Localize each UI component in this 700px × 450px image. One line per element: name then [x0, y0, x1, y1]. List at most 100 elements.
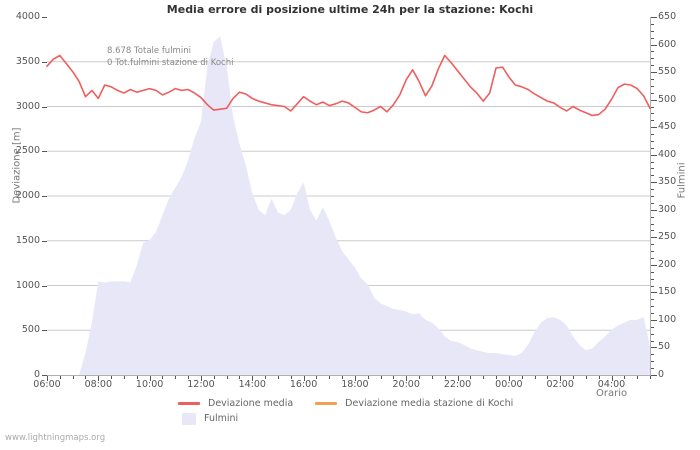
x-axis-minor-tick — [316, 376, 318, 379]
y-axis-right-minor-tick — [651, 368, 654, 370]
x-axis-minor-tick — [393, 376, 395, 379]
y-axis-left-tick — [42, 151, 47, 153]
x-axis-minor-tick — [59, 376, 61, 379]
x-axis-tick-label: 06:00 — [33, 379, 61, 390]
x-axis-minor-tick — [534, 376, 536, 379]
x-axis-tick-label: 18:00 — [341, 379, 369, 390]
y-axis-right-minor-tick — [651, 299, 654, 301]
y-axis-right-tick-label: 0 — [658, 369, 665, 380]
y-axis-right-minor-tick — [651, 216, 654, 218]
x-axis-tick-label: 10:00 — [135, 379, 164, 390]
x-axis-minor-tick — [175, 376, 177, 379]
y-axis-right-minor-tick — [651, 58, 654, 60]
x-axis-tick-label: 12:00 — [187, 379, 215, 390]
y-axis-right-minor-tick — [651, 168, 654, 170]
x-axis-tick-label: 04:00 — [597, 379, 626, 390]
x-axis-minor-tick — [72, 376, 74, 379]
y-axis-right-minor-tick — [651, 37, 654, 39]
legend-item[interactable]: Deviazione media stazione di Kochi — [315, 398, 513, 409]
y-axis-right-tick-label: 100 — [658, 313, 677, 325]
x-axis-tick-label: 08:00 — [84, 379, 112, 390]
annotation-total-strokes: 8.678 Totale fulmini — [107, 46, 191, 56]
y-axis-right-minor-tick — [651, 340, 654, 342]
y-axis-left-tick-label: 0 — [33, 369, 40, 380]
y-axis-right-minor-tick — [651, 175, 654, 177]
x-axis-minor-tick — [650, 376, 651, 379]
legend-item[interactable]: Deviazione media — [178, 398, 293, 409]
y-axis-right-minor-tick — [651, 78, 654, 80]
x-axis-tick — [149, 376, 151, 381]
y-axis-left-title: Deviazione [m] — [11, 127, 23, 204]
y-axis-right-tick — [651, 99, 657, 101]
x-axis-tick — [354, 376, 356, 381]
y-axis-right-minor-tick — [651, 196, 654, 197]
y-axis-right-tick-label: 400 — [658, 148, 677, 160]
x-axis-tick — [47, 376, 48, 381]
y-axis-right-minor-tick — [651, 361, 654, 363]
y-axis-right-tick — [651, 182, 657, 184]
footer-watermark: www.lightningmaps.org — [5, 433, 106, 443]
x-axis-tick-label: 00:00 — [495, 379, 523, 390]
legend-item[interactable]: Fulmini — [178, 412, 238, 425]
y-axis-right-minor-tick — [651, 106, 654, 108]
x-axis-minor-tick — [367, 376, 369, 379]
x-axis-minor-tick — [624, 376, 626, 379]
y-axis-right-minor-tick — [651, 134, 654, 136]
x-axis-tick — [560, 376, 562, 381]
legend-area-swatch — [182, 412, 196, 425]
x-axis-minor-tick — [111, 376, 113, 379]
y-axis-right-tick — [651, 264, 657, 266]
x-axis-minor-tick — [290, 376, 292, 379]
chart-canvas — [46, 36, 651, 375]
x-axis-minor-tick — [496, 376, 498, 379]
x-axis-minor-tick — [573, 376, 575, 379]
y-axis-right-tick — [651, 154, 657, 156]
y-axis-left-tick-label: 2000 — [15, 190, 40, 201]
annotation-station-strokes: 0 Tot.fulmini stazione di Kochi — [107, 58, 234, 68]
x-axis-minor-tick — [419, 376, 421, 379]
y-axis-right-tick-label: 250 — [658, 231, 677, 243]
y-axis-right-tick — [651, 17, 657, 18]
legend-line-swatch — [178, 402, 200, 405]
y-axis-right-minor-tick — [651, 161, 654, 163]
x-axis-tick — [252, 376, 254, 381]
y-axis-left-tick — [42, 17, 47, 18]
y-axis-right-minor-tick — [651, 244, 654, 246]
x-axis-minor-tick — [136, 376, 138, 379]
y-axis-right-tick-label: 550 — [658, 66, 677, 78]
chart-title: Media errore di posizione ultime 24h per… — [166, 3, 534, 16]
y-axis-right-minor-tick — [651, 251, 654, 253]
y-axis-right-minor-tick — [651, 278, 654, 280]
legend-item-label: Deviazione media — [208, 398, 294, 409]
x-axis-minor-tick — [431, 376, 433, 379]
y-axis-right-minor-tick — [651, 51, 654, 53]
y-axis-right-minor-tick — [651, 30, 654, 32]
x-axis-minor-tick — [585, 376, 587, 379]
y-axis-right-minor-tick — [651, 271, 654, 273]
x-axis-minor-tick — [598, 376, 600, 379]
y-axis-right-minor-tick — [651, 326, 654, 328]
y-axis-right-minor-tick — [651, 202, 654, 204]
y-axis-left-tick-label: 3000 — [15, 100, 40, 112]
y-axis-right-tick-label: 350 — [658, 176, 677, 188]
y-axis-left-tick — [42, 61, 47, 63]
x-axis-tick — [457, 376, 459, 381]
y-axis-right-minor-tick — [651, 230, 654, 232]
x-axis-minor-tick — [123, 376, 125, 379]
y-axis-right-minor-tick — [651, 120, 654, 122]
plot-border-right — [650, 17, 651, 375]
y-axis-right-minor-tick — [651, 313, 654, 315]
x-axis-minor-tick — [213, 376, 215, 379]
x-axis-minor-tick — [265, 376, 267, 379]
y-axis-right-tick — [651, 44, 657, 46]
y-axis-left-tick — [42, 330, 47, 332]
y-axis-right-tick-label: 150 — [658, 286, 677, 298]
y-axis-right-minor-tick — [651, 223, 654, 225]
y-axis-right-minor-tick — [651, 189, 654, 191]
y-axis-left-tick-label: 3500 — [15, 55, 40, 67]
x-axis-minor-tick — [444, 376, 446, 379]
x-axis-minor-tick — [239, 376, 241, 379]
x-axis-minor-tick — [226, 376, 228, 379]
y-axis-left-tick — [42, 375, 47, 376]
